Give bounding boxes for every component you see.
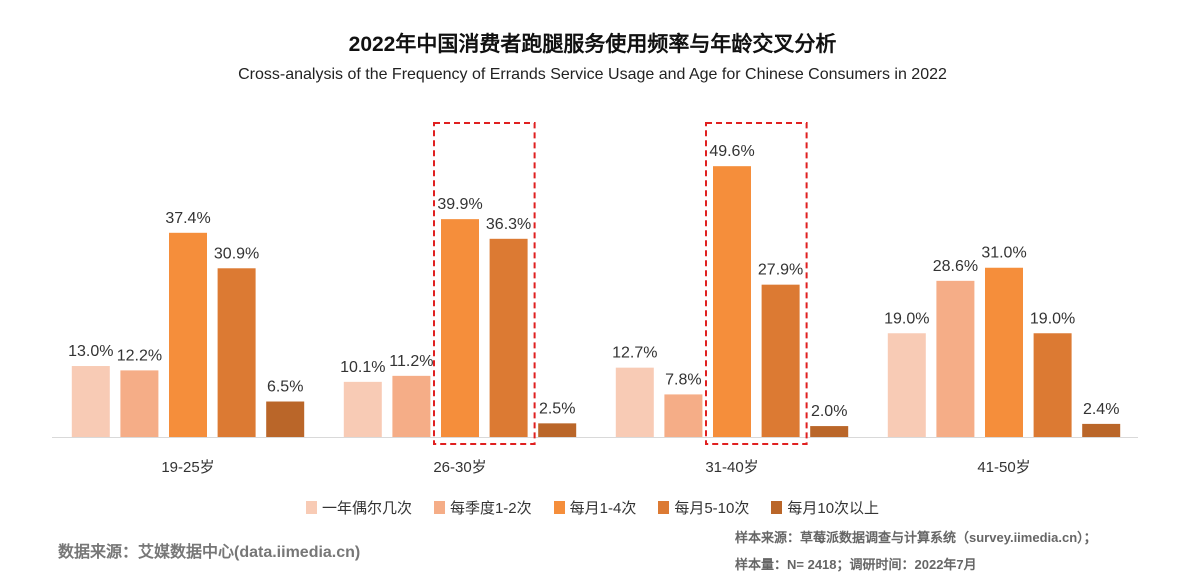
data-label: 19.0%	[884, 310, 929, 327]
bar	[217, 268, 256, 437]
data-label: 28.6%	[933, 258, 978, 275]
legend-swatch	[433, 501, 445, 514]
legend-swatch	[658, 501, 670, 514]
bar	[266, 401, 305, 437]
bar	[120, 370, 159, 437]
legend: 一年偶尔几次 每季度1-2次 每月1-4次 每月5-10次 每月10次以上	[0, 497, 1185, 518]
bar	[392, 375, 431, 437]
bar	[810, 426, 849, 437]
bar	[1033, 333, 1072, 437]
data-label: 39.9%	[437, 196, 482, 213]
legend-swatch	[771, 501, 783, 514]
legend-item: 每月10次以上	[771, 497, 879, 518]
legend-swatch	[553, 501, 565, 514]
bar	[615, 367, 654, 437]
data-label: 11.2%	[389, 353, 433, 370]
data-label: 13.0%	[68, 343, 113, 360]
bar	[936, 280, 975, 437]
legend-label: 每月1-4次	[569, 500, 637, 517]
sample-source: 样本来源：草莓派数据调查与计算系统（survey.iimedia.cn）；	[735, 530, 1097, 545]
data-label: 6.5%	[267, 379, 303, 396]
bar	[1082, 423, 1121, 437]
bar	[713, 166, 751, 437]
data-label: 31.0%	[981, 245, 1026, 262]
data-label: 10.1%	[340, 359, 385, 376]
legend-label: 每月5-10次	[674, 500, 750, 517]
data-label: 27.9%	[758, 262, 803, 279]
sample-size: 样本量：N= 2418；调研时间：2022年7月	[735, 557, 977, 572]
data-label: 2.5%	[539, 400, 575, 417]
x-tick-label: 19-25岁	[161, 459, 214, 476]
bar	[441, 219, 479, 437]
legend-label: 每季度1-2次	[449, 500, 532, 517]
x-tick-label: 31-40岁	[705, 459, 758, 476]
legend-item: 每月1-4次	[553, 497, 637, 518]
x-tick-label: 41-50岁	[977, 459, 1030, 476]
data-label: 2.0%	[811, 403, 847, 420]
highlight-box	[705, 122, 808, 445]
legend-swatch	[305, 501, 317, 514]
data-label: 49.6%	[709, 143, 754, 160]
legend-item: 每月5-10次	[658, 497, 749, 518]
legend-item: 每季度1-2次	[433, 497, 532, 518]
data-label: 37.4%	[165, 210, 210, 227]
data-label: 7.8%	[665, 371, 701, 388]
data-label: 36.3%	[486, 216, 531, 233]
chart-subtitle: Cross-analysis of the Frequency of Erran…	[238, 66, 947, 83]
data-source: 数据来源：艾媒数据中心(data.iimedia.cn)	[58, 544, 361, 561]
bar	[761, 284, 800, 437]
highlight-box	[433, 122, 536, 445]
data-label: 2.4%	[1083, 401, 1119, 418]
bar	[887, 333, 926, 437]
x-tick-label: 26-30岁	[433, 459, 486, 476]
bar	[538, 423, 577, 437]
chart-title: 2022年中国消费者跑腿服务使用频率与年龄交叉分析	[348, 33, 837, 56]
bar	[343, 381, 382, 437]
bar	[169, 232, 207, 437]
legend-label: 每月10次以上	[787, 500, 880, 517]
data-label: 12.2%	[117, 347, 162, 364]
legend-item: 一年偶尔几次	[305, 497, 412, 518]
bar	[71, 366, 110, 437]
legend-label: 一年偶尔几次	[321, 500, 412, 517]
bar	[489, 238, 528, 437]
data-label: 30.9%	[214, 245, 259, 262]
bar	[985, 267, 1023, 437]
data-label: 12.7%	[612, 345, 657, 362]
data-label: 19.0%	[1030, 310, 1075, 327]
bar	[664, 394, 703, 437]
